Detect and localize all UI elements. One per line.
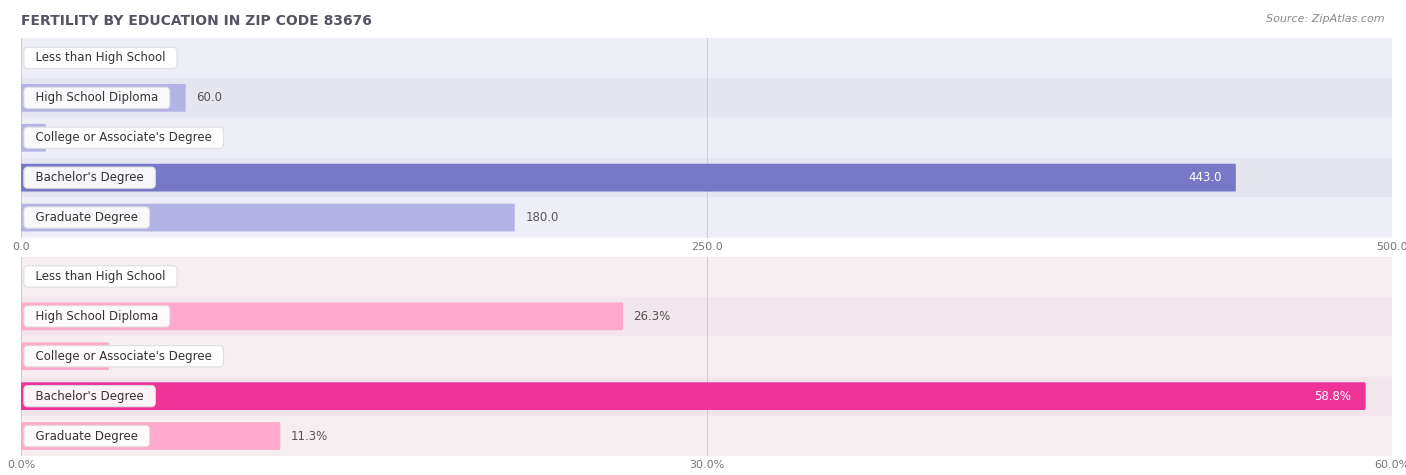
FancyBboxPatch shape bbox=[21, 256, 1392, 296]
Text: FERTILITY BY EDUCATION IN ZIP CODE 83676: FERTILITY BY EDUCATION IN ZIP CODE 83676 bbox=[21, 14, 373, 28]
Text: College or Associate's Degree: College or Associate's Degree bbox=[28, 350, 219, 363]
Text: Graduate Degree: Graduate Degree bbox=[28, 211, 145, 224]
FancyBboxPatch shape bbox=[21, 124, 46, 152]
FancyBboxPatch shape bbox=[21, 38, 1392, 78]
Text: Bachelor's Degree: Bachelor's Degree bbox=[28, 171, 152, 184]
FancyBboxPatch shape bbox=[21, 78, 1392, 118]
Text: 58.8%: 58.8% bbox=[1313, 390, 1351, 403]
Text: 60.0: 60.0 bbox=[197, 91, 222, 104]
Text: 26.3%: 26.3% bbox=[633, 310, 671, 323]
FancyBboxPatch shape bbox=[21, 158, 1392, 198]
Text: Source: ZipAtlas.com: Source: ZipAtlas.com bbox=[1267, 14, 1385, 24]
FancyBboxPatch shape bbox=[21, 336, 1392, 376]
Text: 3.8%: 3.8% bbox=[120, 350, 149, 363]
FancyBboxPatch shape bbox=[20, 382, 1365, 410]
FancyBboxPatch shape bbox=[21, 164, 1236, 191]
Text: 11.3%: 11.3% bbox=[290, 429, 328, 443]
Text: High School Diploma: High School Diploma bbox=[28, 310, 166, 323]
Text: Less than High School: Less than High School bbox=[28, 51, 173, 65]
Text: Bachelor's Degree: Bachelor's Degree bbox=[28, 390, 152, 403]
Text: 443.0: 443.0 bbox=[1188, 171, 1222, 184]
Text: Less than High School: Less than High School bbox=[28, 270, 173, 283]
Text: Graduate Degree: Graduate Degree bbox=[28, 429, 145, 443]
FancyBboxPatch shape bbox=[20, 303, 623, 330]
Text: College or Associate's Degree: College or Associate's Degree bbox=[28, 131, 219, 144]
FancyBboxPatch shape bbox=[21, 376, 1392, 416]
FancyBboxPatch shape bbox=[21, 198, 1392, 238]
Text: 180.0: 180.0 bbox=[526, 211, 560, 224]
FancyBboxPatch shape bbox=[21, 416, 1392, 456]
Text: High School Diploma: High School Diploma bbox=[28, 91, 166, 104]
FancyBboxPatch shape bbox=[20, 422, 280, 450]
FancyBboxPatch shape bbox=[21, 296, 1392, 336]
FancyBboxPatch shape bbox=[21, 118, 1392, 158]
Text: 0.0%: 0.0% bbox=[32, 270, 62, 283]
Text: 9.0: 9.0 bbox=[56, 131, 76, 144]
FancyBboxPatch shape bbox=[21, 204, 515, 231]
FancyBboxPatch shape bbox=[20, 342, 110, 370]
Text: 0.0: 0.0 bbox=[32, 51, 51, 65]
FancyBboxPatch shape bbox=[21, 84, 186, 112]
